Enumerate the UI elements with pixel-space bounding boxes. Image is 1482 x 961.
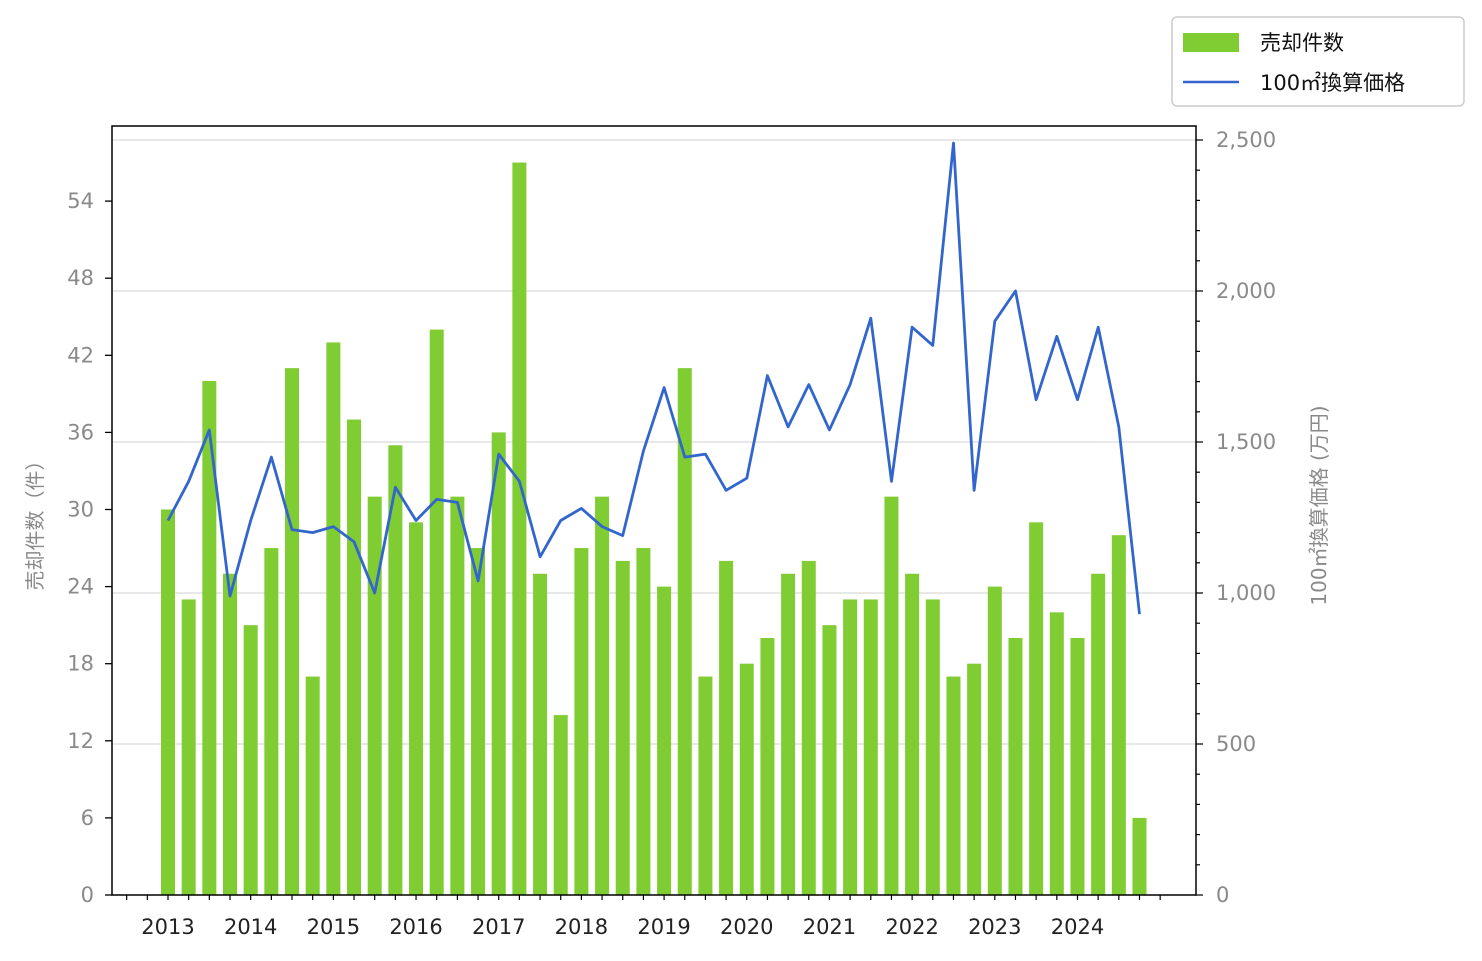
bar-2024Q2 bbox=[1091, 573, 1106, 895]
bar-2014Q4 bbox=[305, 676, 320, 895]
left-tick-label-18: 18 bbox=[67, 652, 94, 676]
bar-2020Q2 bbox=[760, 638, 775, 895]
bar-2013Q1 bbox=[161, 509, 175, 895]
bar-2018Q3 bbox=[615, 560, 630, 895]
bar-2024Q4 bbox=[1132, 817, 1147, 895]
bar-2015Q2 bbox=[347, 419, 362, 895]
plot-frame bbox=[111, 125, 1197, 896]
bar-2021Q3 bbox=[863, 599, 878, 895]
bar-2021Q1 bbox=[822, 625, 837, 895]
price-line bbox=[166, 141, 1141, 615]
bar-2018Q1 bbox=[574, 548, 589, 895]
x-tick-label-2020: 2020 bbox=[720, 915, 773, 939]
left-tick-label-12: 12 bbox=[67, 729, 94, 753]
bar-2023Q1 bbox=[987, 586, 1002, 895]
bar-2019Q2 bbox=[677, 368, 692, 895]
right-y-axis: 0 500 1,000 1,500 2,000 2,500 bbox=[1196, 128, 1276, 907]
left-tick-label-30: 30 bbox=[67, 498, 94, 522]
bar-2023Q4 bbox=[1049, 612, 1064, 895]
bar-2022Q2 bbox=[925, 599, 940, 895]
bar-2023Q3 bbox=[1029, 522, 1044, 895]
bar-2015Q1 bbox=[326, 342, 341, 895]
bar-2013Q2 bbox=[181, 599, 196, 895]
right-axis-title: 100㎡換算価格 (万円) bbox=[1307, 405, 1331, 605]
bar-2015Q4 bbox=[388, 445, 403, 895]
bar-2016Q3 bbox=[450, 496, 465, 895]
right-tick-label-500: 500 bbox=[1216, 732, 1256, 756]
bar-2017Q3 bbox=[533, 573, 548, 895]
bar-2019Q1 bbox=[657, 586, 672, 895]
bar-2019Q4 bbox=[719, 560, 734, 895]
bar-2022Q3 bbox=[946, 676, 961, 895]
bar-2017Q2 bbox=[512, 162, 527, 896]
x-tick-label-2014: 2014 bbox=[224, 915, 277, 939]
bar-2024Q3 bbox=[1111, 535, 1126, 895]
bar-2016Q1 bbox=[409, 522, 424, 895]
left-tick-label-48: 48 bbox=[67, 266, 94, 290]
right-tick-label-2000: 2,000 bbox=[1216, 279, 1276, 303]
bar-2017Q4 bbox=[553, 715, 568, 895]
x-tick-label-2024: 2024 bbox=[1051, 915, 1104, 939]
bar-2017Q1 bbox=[491, 432, 506, 895]
x-tick-label-2016: 2016 bbox=[389, 915, 442, 939]
bar-2021Q2 bbox=[843, 599, 858, 895]
bar-2015Q3 bbox=[367, 496, 382, 895]
bar-2014Q1 bbox=[243, 625, 258, 895]
bar-2014Q3 bbox=[285, 368, 300, 895]
bar-2024Q1 bbox=[1070, 638, 1085, 895]
legend: 売却件数 100㎡換算価格 bbox=[1171, 16, 1465, 107]
line-series-price bbox=[166, 141, 1141, 615]
bar-2013Q4 bbox=[223, 573, 238, 895]
bar-2014Q2 bbox=[264, 548, 279, 895]
left-axis-title: 売却件数（件） bbox=[23, 451, 47, 591]
legend-label-price: 100㎡換算価格 bbox=[1260, 71, 1405, 95]
x-tick-label-2019: 2019 bbox=[637, 915, 690, 939]
bar-2020Q4 bbox=[801, 560, 816, 895]
bar-2020Q3 bbox=[781, 573, 796, 895]
right-tick-label-0: 0 bbox=[1216, 883, 1229, 907]
bar-2013Q3 bbox=[202, 381, 217, 895]
x-tick-label-2015: 2015 bbox=[307, 915, 360, 939]
left-tick-label-24: 24 bbox=[67, 575, 94, 599]
bar-2018Q2 bbox=[595, 496, 610, 895]
x-axis: 2013 2014 2015 2016 2017 2018 2019 2020 2021 2022… bbox=[126, 895, 1161, 939]
bar-2018Q4 bbox=[636, 548, 651, 895]
bar-2020Q1 bbox=[739, 663, 754, 895]
x-tick-label-2013: 2013 bbox=[141, 915, 194, 939]
right-tick-label-2500: 2,500 bbox=[1216, 128, 1276, 152]
legend-swatch-sales-count bbox=[1183, 33, 1239, 52]
left-tick-label-36: 36 bbox=[67, 420, 94, 444]
left-tick-label-0: 0 bbox=[81, 883, 94, 907]
legend-label-sales-count: 売却件数 bbox=[1260, 31, 1344, 55]
right-tick-label-1500: 1,500 bbox=[1216, 430, 1276, 454]
x-tick-label-2017: 2017 bbox=[472, 915, 525, 939]
left-tick-label-42: 42 bbox=[67, 343, 94, 367]
left-tick-label-6: 6 bbox=[81, 806, 94, 830]
legend-box bbox=[1171, 16, 1465, 107]
left-y-axis: 0 6 12 18 24 30 36 42 48 54 bbox=[67, 189, 112, 907]
right-tick-label-1000: 1,000 bbox=[1216, 581, 1276, 605]
bar-2019Q3 bbox=[698, 676, 713, 895]
bar-series-sales-count bbox=[161, 162, 1147, 896]
x-tick-label-2023: 2023 bbox=[968, 915, 1021, 939]
left-tick-label-54: 54 bbox=[67, 189, 94, 213]
bar-2016Q4 bbox=[471, 548, 486, 895]
bar-2023Q2 bbox=[1008, 638, 1023, 895]
bar-2021Q4 bbox=[884, 496, 899, 895]
x-tick-label-2022: 2022 bbox=[885, 915, 938, 939]
x-tick-label-2018: 2018 bbox=[555, 915, 608, 939]
x-tick-label-2021: 2021 bbox=[803, 915, 856, 939]
bar-2016Q2 bbox=[429, 329, 444, 896]
bar-2022Q1 bbox=[905, 573, 920, 895]
bar-2022Q4 bbox=[967, 663, 982, 895]
